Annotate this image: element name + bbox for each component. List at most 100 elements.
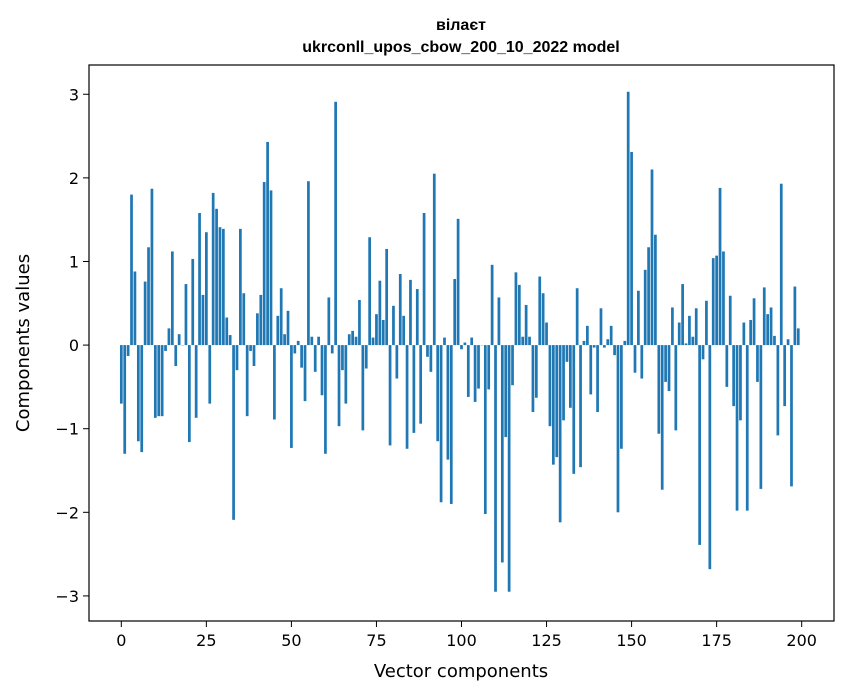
- bar: [279, 288, 283, 346]
- bar: [388, 345, 392, 446]
- bar: [187, 345, 191, 443]
- bar: [586, 325, 589, 346]
- bar: [164, 345, 167, 351]
- bar: [524, 304, 528, 346]
- bar: [637, 290, 640, 346]
- bar: [269, 190, 273, 346]
- bar: [776, 345, 780, 436]
- bar: [249, 345, 252, 351]
- bar: [677, 322, 681, 346]
- bar: [300, 345, 303, 368]
- bar: [606, 339, 610, 346]
- x-axis-label: Vector components: [374, 661, 548, 682]
- bar: [409, 279, 412, 346]
- bar: [497, 297, 501, 346]
- bar: [392, 305, 395, 346]
- bar: [596, 345, 599, 412]
- bar: [640, 345, 644, 379]
- bar: [330, 345, 334, 354]
- bar: [215, 208, 218, 346]
- bar: [194, 345, 198, 418]
- bar: [766, 314, 770, 346]
- bar: [174, 345, 178, 366]
- bar: [415, 289, 419, 346]
- bar: [170, 251, 174, 346]
- bar: [718, 187, 722, 346]
- x-tick-label: 100: [446, 631, 477, 650]
- bar: [453, 279, 457, 346]
- y-tick-label: 3: [69, 85, 79, 104]
- bar: [130, 194, 133, 346]
- bar: [592, 345, 596, 348]
- bar: [660, 345, 664, 490]
- bar: [494, 345, 497, 592]
- bar: [157, 345, 161, 417]
- bar: [477, 345, 480, 389]
- bar: [344, 345, 348, 404]
- bar: [684, 343, 688, 346]
- bar: [252, 345, 256, 366]
- bar: [688, 315, 691, 346]
- bar: [623, 340, 627, 346]
- bar: [446, 345, 450, 460]
- x-tick-label: 200: [786, 631, 817, 650]
- chart-subtitle: ukrconll_upos_cbow_200_10_2022 model: [302, 39, 619, 56]
- y-tick-label: 1: [69, 252, 79, 271]
- bar: [286, 310, 290, 346]
- bar: [136, 345, 140, 442]
- bar: [514, 272, 518, 346]
- bar: [572, 345, 576, 474]
- bar: [460, 345, 463, 350]
- bar: [405, 345, 409, 449]
- bar: [626, 91, 630, 346]
- bar: [303, 345, 307, 402]
- bar: [133, 271, 137, 346]
- chart-title: вілаєт: [436, 17, 486, 34]
- bar: [548, 345, 552, 427]
- bar: [779, 183, 783, 346]
- bar: [694, 308, 698, 346]
- bar: [361, 345, 365, 431]
- y-tick-label: −3: [55, 587, 79, 606]
- bar: [364, 345, 368, 369]
- bar: [715, 255, 718, 346]
- bar: [545, 322, 548, 346]
- x-tick-label: 150: [616, 631, 647, 650]
- bar: [500, 345, 504, 563]
- bar: [599, 308, 603, 346]
- bar: [439, 345, 443, 503]
- bar: [698, 345, 701, 545]
- bar: [528, 336, 531, 346]
- bar: [398, 274, 402, 346]
- bar: [371, 337, 375, 346]
- bar: [426, 345, 429, 357]
- bar: [483, 345, 487, 514]
- bar: [283, 334, 286, 346]
- bar: [153, 345, 157, 418]
- bar: [664, 345, 667, 382]
- y-axis-ticks: −3 −2 −1 0 1 2 3: [55, 85, 89, 606]
- bar: [562, 345, 565, 421]
- bar: [558, 345, 562, 523]
- bar: [317, 336, 320, 346]
- bar: [310, 336, 314, 346]
- bar: [783, 345, 787, 407]
- bar: [378, 280, 382, 346]
- bar: [242, 293, 246, 346]
- bars-group: [119, 91, 800, 592]
- bar: [463, 342, 467, 346]
- bar: [368, 237, 372, 346]
- bar: [667, 345, 671, 392]
- bar: [443, 337, 446, 346]
- plot-frame: [88, 64, 835, 622]
- bar: [538, 276, 542, 346]
- bar: [521, 336, 525, 346]
- bar: [375, 314, 378, 346]
- bar: [722, 251, 725, 346]
- bar: [790, 345, 793, 487]
- bar: [579, 345, 582, 468]
- bar: [167, 328, 171, 346]
- bar: [422, 212, 426, 346]
- bar: [735, 345, 739, 511]
- bar: [466, 345, 470, 397]
